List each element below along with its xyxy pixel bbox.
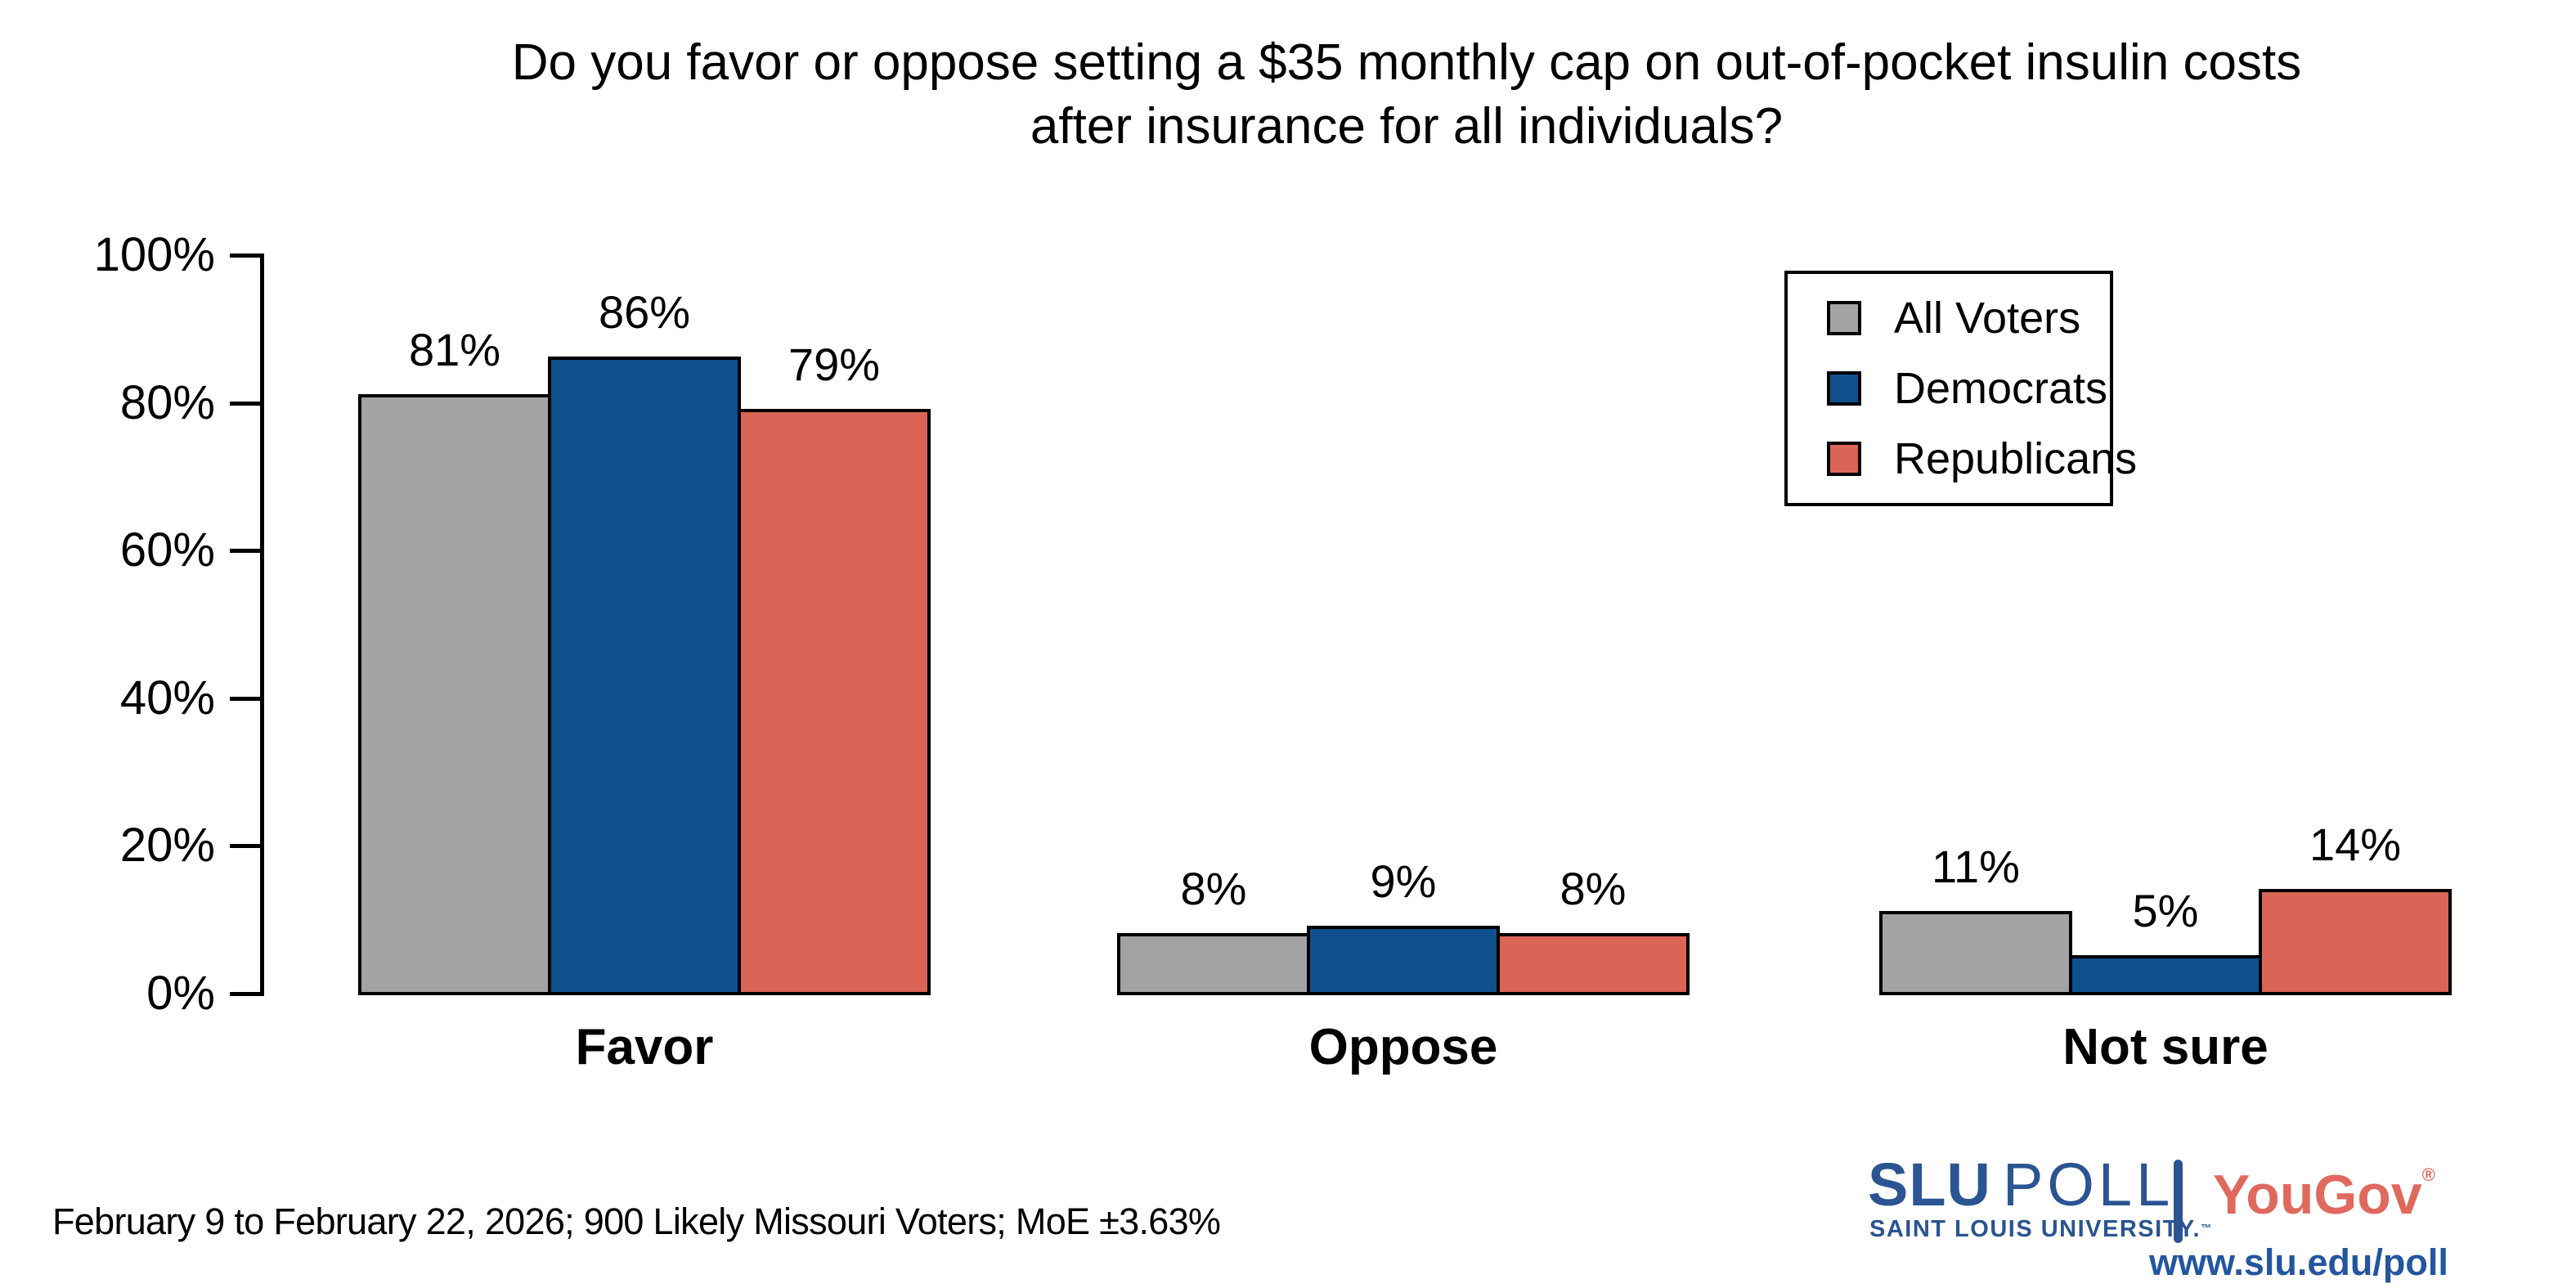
yougov-text: YouGov xyxy=(2213,1164,2422,1226)
legend-label: Republicans xyxy=(1894,434,2138,483)
legend-label: All Voters xyxy=(1894,294,2081,343)
bar-oppose-all-voters: 8% xyxy=(1117,863,1310,995)
bar-value-label: 81% xyxy=(408,324,501,375)
bar-oppose-democrats: 9% xyxy=(1307,855,1500,995)
category-label-oppose: Oppose xyxy=(1308,1019,1498,1075)
category-label-favor: Favor xyxy=(575,1019,714,1075)
bar-value-label: 79% xyxy=(788,339,881,390)
bar-value-label: 5% xyxy=(2132,885,2199,936)
saint-louis-university-label: SAINT LOUIS UNIVERSITY.™ xyxy=(1869,1216,2213,1243)
legend: All Voters Democrats Republicans xyxy=(1784,271,2137,506)
y-tick-mark xyxy=(230,254,260,258)
slu-poll-logo-slu: SLU xyxy=(1868,1151,1991,1218)
y-tick-label: 40% xyxy=(119,671,215,725)
bar-not-sure-republicans: 14% xyxy=(2259,819,2452,995)
y-tick-label: 0% xyxy=(146,967,215,1020)
legend-swatch-icon xyxy=(1827,371,1861,406)
y-tick-mark xyxy=(230,992,260,996)
bar-value-label: 86% xyxy=(598,286,691,338)
methodology-note: February 9 to February 22, 2026; 900 Lik… xyxy=(52,1200,1221,1242)
brand-separator-bar xyxy=(2174,1160,2183,1243)
slu-poll-logo: SLU POLL xyxy=(1868,1150,2174,1219)
chart-title-line2: after insurance for all individuals? xyxy=(1030,98,1784,155)
saint-louis-university-text: SAINT LOUIS UNIVERSITY. xyxy=(1869,1216,2201,1242)
slu-poll-logo-poll: POLL xyxy=(2003,1151,2174,1218)
registered-symbol: ® xyxy=(2421,1165,2435,1185)
bar-not-sure-all-voters: 11% xyxy=(1879,841,2072,995)
bar-not-sure-democrats: 5% xyxy=(2069,885,2262,995)
legend-item-republicans: Republicans xyxy=(1827,433,2137,484)
chart-title-line1: Do you favor or oppose setting a $35 mon… xyxy=(511,34,2302,91)
trademark-symbol: ™ xyxy=(2201,1222,2213,1234)
legend-item-democrats: Democrats xyxy=(1827,363,2110,414)
legend-label: Democrats xyxy=(1894,364,2108,413)
bar-group-oppose: 8% 9% 8% xyxy=(1117,155,1690,995)
bar-favor-republicans: 79% xyxy=(738,339,931,995)
bar-value-label: 9% xyxy=(1370,855,1437,907)
y-tick-label: 80% xyxy=(119,375,215,429)
chart-title: Do you favor or oppose setting a $35 mon… xyxy=(237,31,2576,159)
bar-value-label: 8% xyxy=(1560,863,1627,914)
legend-swatch-icon xyxy=(1827,442,1861,476)
bar-favor-democrats: 86% xyxy=(548,286,741,995)
legend-swatch-icon xyxy=(1827,301,1861,335)
category-label-not-sure: Not sure xyxy=(2062,1019,2269,1075)
slu-poll-url: www.slu.edu/poll xyxy=(2149,1241,2448,1283)
bar-group-favor: 81% 86% 79% xyxy=(358,155,931,995)
y-tick-label: 20% xyxy=(119,819,215,873)
y-tick-mark xyxy=(230,549,260,554)
y-axis-line xyxy=(260,254,264,996)
bar-oppose-republicans: 8% xyxy=(1497,863,1690,995)
y-tick-label: 100% xyxy=(93,228,215,281)
y-tick-mark xyxy=(230,696,260,701)
bar-value-label: 8% xyxy=(1180,863,1247,914)
bar-value-label: 11% xyxy=(1932,841,2020,892)
y-tick-mark xyxy=(230,844,260,849)
bar-value-label: 14% xyxy=(2309,819,2402,870)
yougov-logo: YouGov® xyxy=(2213,1163,2435,1227)
bar-favor-all-voters: 81% xyxy=(358,324,551,995)
bar-group-not-sure: 11% 5% 14% xyxy=(1879,155,2452,995)
y-tick-label: 60% xyxy=(119,523,215,577)
y-tick-mark xyxy=(230,401,260,406)
legend-item-all-voters: All Voters xyxy=(1827,293,2110,343)
